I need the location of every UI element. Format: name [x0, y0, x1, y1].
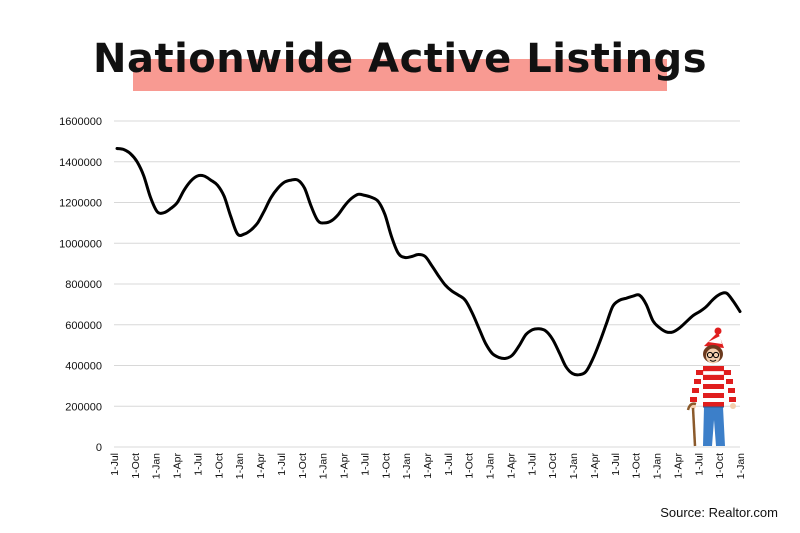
x-tick-label: 1-Apr: [672, 453, 684, 479]
x-tick-label: 1-Jan: [568, 453, 580, 479]
y-tick-label: 0: [96, 442, 102, 454]
y-tick-label: 600000: [65, 320, 102, 332]
x-tick-label: 1-Oct: [380, 453, 392, 479]
x-tick-label: 1-Jan: [318, 453, 330, 479]
y-tick-label: 1000000: [59, 238, 102, 250]
y-tick-label: 800000: [65, 279, 102, 291]
x-tick-label: 1-Oct: [714, 453, 726, 479]
x-tick-label: 1-Apr: [505, 453, 517, 479]
x-tick-label: 1-Jul: [526, 453, 538, 476]
x-tick-label: 1-Oct: [631, 453, 643, 479]
y-tick-label: 1200000: [59, 198, 102, 210]
x-tick-label: 1-Jul: [192, 453, 204, 476]
title-highlight: [133, 59, 667, 91]
x-tick-label: 1-Oct: [130, 453, 142, 479]
x-tick-label: 1-Jul: [109, 453, 121, 476]
x-tick-label: 1-Apr: [422, 453, 434, 479]
x-tick-label: 1-Jan: [735, 453, 747, 479]
x-tick-label: 1-Jul: [610, 453, 622, 476]
x-tick-label: 1-Jul: [359, 453, 371, 476]
x-tick-label: 1-Oct: [213, 453, 225, 479]
source-note: Source: Realtor.com: [660, 505, 778, 520]
series-line-active-listings: [115, 147, 742, 377]
x-tick-label: 1-Oct: [464, 453, 476, 479]
x-tick-label: 1-Jan: [234, 453, 246, 479]
x-axis-ticks: 1-Jul 1-Oct 1-Jan 1-Apr 1-Jul 1-Oct 1-Jan 1-Apr…: [109, 453, 747, 480]
x-tick-label: 1-Oct: [547, 453, 559, 479]
x-tick-label: 1-Apr: [255, 453, 267, 479]
x-tick-label: 1-Jan: [485, 453, 497, 479]
x-tick-label: 1-Jul: [443, 453, 455, 476]
character-illustration: [686, 327, 736, 447]
x-tick-label: 1-Jan: [151, 453, 163, 479]
grid-lines: [114, 120, 740, 448]
x-tick-label: 1-Jul: [276, 453, 288, 476]
chart-title: Nationwide Active Listings: [93, 36, 707, 82]
x-tick-label: 1-Jan: [652, 453, 664, 479]
x-tick-label: 1-Jul: [693, 453, 705, 476]
x-tick-label: 1-Apr: [589, 453, 601, 479]
y-axis-ticks: 0 200000 400000 600000 800000 1000000 1200000 1…: [59, 116, 102, 454]
x-tick-label: 1-Apr: [339, 453, 351, 479]
x-tick-label: 1-Oct: [297, 453, 309, 479]
y-tick-label: 1600000: [59, 116, 102, 128]
y-tick-label: 400000: [65, 361, 102, 373]
y-tick-label: 200000: [65, 401, 102, 413]
y-tick-label: 1400000: [59, 157, 102, 169]
x-tick-label: 1-Apr: [172, 453, 184, 479]
x-tick-label: 1-Jan: [401, 453, 413, 479]
